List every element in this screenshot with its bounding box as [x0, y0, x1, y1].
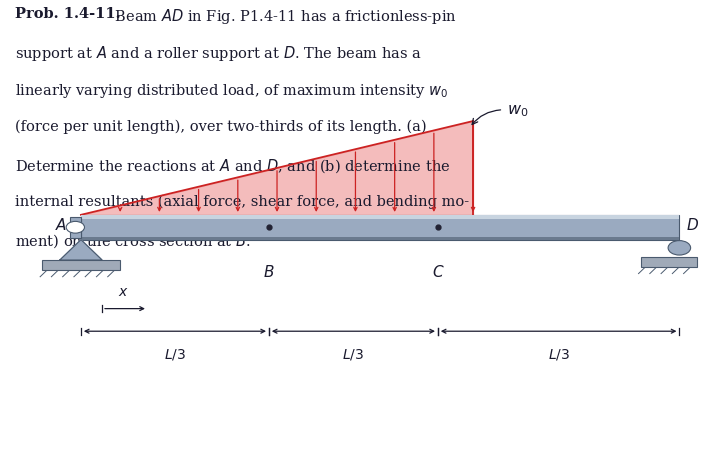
Text: $L/3$: $L/3$: [548, 346, 570, 361]
Circle shape: [668, 241, 691, 255]
Text: support at $A$ and a roller support at $D$. The beam has a: support at $A$ and a roller support at $…: [15, 44, 422, 63]
Polygon shape: [60, 240, 102, 261]
Text: $L/3$: $L/3$: [342, 346, 365, 361]
Text: (force per unit length), over two-thirds of its length. (a): (force per unit length), over two-thirds…: [15, 119, 427, 133]
Text: linearly varying distributed load, of maximum intensity $w_0$: linearly varying distributed load, of ma…: [15, 82, 448, 100]
Text: internal resultants (axial force, shear force, and bending mo-: internal resultants (axial force, shear …: [15, 194, 470, 208]
Polygon shape: [81, 122, 473, 216]
Bar: [81, 216, 679, 220]
Text: $w_0$: $w_0$: [507, 102, 528, 119]
Text: $D$: $D$: [686, 216, 699, 233]
Text: ment) on the cross section at $B$.: ment) on the cross section at $B$.: [15, 231, 251, 249]
Bar: [70, 217, 81, 238]
Bar: [81, 216, 679, 240]
Bar: [42, 261, 120, 271]
Bar: [641, 257, 697, 267]
Text: Beam $AD$ in Fig. P1.4-11 has a frictionless-pin: Beam $AD$ in Fig. P1.4-11 has a friction…: [110, 7, 457, 26]
Text: $B$: $B$: [263, 264, 275, 280]
Text: $C$: $C$: [432, 264, 444, 280]
Text: $L/3$: $L/3$: [164, 346, 186, 361]
Bar: [81, 237, 679, 240]
Text: $x$: $x$: [118, 285, 129, 299]
Text: Prob. 1.4-11.: Prob. 1.4-11.: [15, 7, 121, 21]
Text: $A$: $A$: [55, 216, 67, 233]
Circle shape: [66, 222, 84, 234]
Text: Determine the reactions at $A$ and $D$, and (b) determine the: Determine the reactions at $A$ and $D$, …: [15, 156, 451, 174]
